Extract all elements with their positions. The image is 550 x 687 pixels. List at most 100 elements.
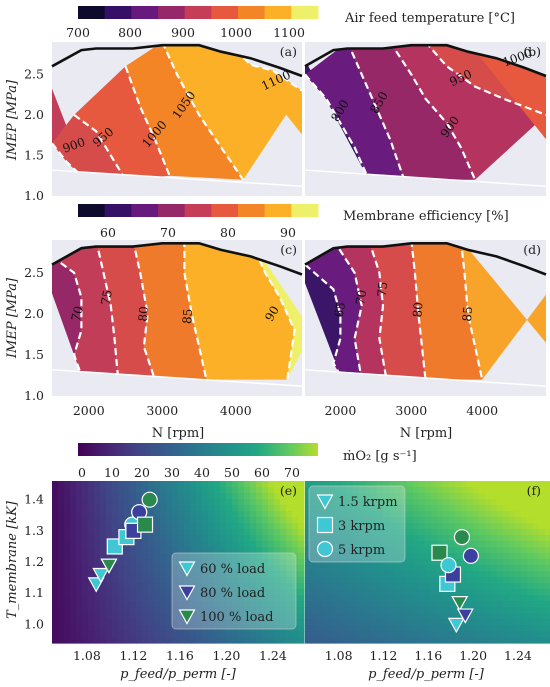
heatmap-cell [70,577,77,584]
heatmap-cell [106,583,113,590]
heatmap-cell [274,595,281,602]
heatmap-cell [298,541,305,548]
heatmap-cell [341,499,348,506]
heatmap-cell [184,523,191,530]
heatmap-cell [274,559,281,566]
heatmap-cell [359,631,366,638]
heatmap-cell [353,577,360,584]
heatmap-cell [389,631,396,638]
heatmap-cell [100,511,107,518]
contour-label: 80 [410,302,425,318]
heatmap-cell [64,499,71,506]
heatmap-cell [359,481,366,488]
heatmap-cell [311,619,318,626]
heatmap-cell [64,535,71,542]
heatmap-cell [461,631,468,638]
contour-line [161,45,245,181]
heatmap-cell [503,637,510,644]
heatmap-cell [431,511,438,518]
heatmap-cell [142,559,149,566]
heatmap-cell [256,523,263,530]
heatmap-cell [305,577,312,584]
heatmap-cell [533,589,540,596]
heatmap-cell [341,613,348,620]
heatmap-cell [166,607,173,614]
heatmap-cell [335,529,342,536]
heatmap-cell [461,499,468,506]
heatmap-cell [256,583,263,590]
heatmap-cell [539,631,546,638]
heatmap-cell [106,589,113,596]
heatmap-cell [262,553,269,560]
heatmap-cell [148,607,155,614]
heatmap-cell [407,577,414,584]
colorbar-segment [131,6,159,19]
heatmap-cell [527,577,534,584]
heatmap-cell [76,607,83,614]
heatmap-cell [214,631,221,638]
heatmap-cell [190,571,197,578]
heatmap-cell [521,529,528,536]
heatmap-cell [431,595,438,602]
heatmap-cell [70,619,77,626]
heatmap-cell [515,571,522,578]
heatmap-cell [323,631,330,638]
heatmap-cell [509,583,516,590]
heatmap-cell [202,523,209,530]
heatmap-cell [341,619,348,626]
heatmap-cell [262,577,269,584]
heatmap-cell [82,481,89,488]
heatmap-cell [443,481,450,488]
heatmap-cell [286,511,293,518]
heatmap-cell [58,619,65,626]
contour-line [124,65,171,177]
heatmap-cell [341,523,348,530]
heatmap-cell [401,547,408,554]
heatmap-cell [64,571,71,578]
heatmap-cell [395,511,402,518]
heatmap-cell [274,565,281,572]
heatmap-cell [88,511,95,518]
heatmap-cell [395,493,402,500]
heatmap-cell [64,625,71,632]
heatmap-cell [112,529,119,536]
heatmap-cell [196,613,203,620]
heatmap-cell [401,487,408,494]
heatmap-cell [419,577,426,584]
heatmap-cell [202,499,209,506]
heatmap-cell [196,583,203,590]
heatmap-cell [226,559,233,566]
heatmap-cell [286,571,293,578]
heatmap-cell [166,499,173,506]
heatmap-cell [160,511,167,518]
heatmap-cell [491,523,498,530]
heatmap-cell [491,637,498,644]
heatmap-cell [232,637,239,644]
heatmap-cell [443,535,450,542]
heatmap-cell [274,619,281,626]
heatmap-cell [521,499,528,506]
heatmap-cell [94,535,101,542]
heatmap-cell [413,631,420,638]
data-point [453,529,471,546]
heatmap-cell [112,499,119,506]
heatmap-cell [449,637,456,644]
heatmap-cell [76,583,83,590]
heatmap-cell [533,499,540,506]
heatmap-cell [196,553,203,560]
heatmap-cell [479,607,486,614]
heatmap-cell [286,595,293,602]
heatmap-cell [305,565,312,572]
heatmap-cell [82,577,89,584]
heatmap-cell [274,571,281,578]
heatmap-cell [395,637,402,644]
heatmap-cell [515,517,522,524]
heatmap-cell [52,577,59,584]
heatmap-cell [232,631,239,638]
heatmap-cell [419,565,426,572]
heatmap-cell [58,535,65,542]
heatmap-cell [244,607,251,614]
heatmap-cell [329,619,336,626]
heatmap-cell [172,541,179,548]
heatmap-cell [70,637,77,644]
